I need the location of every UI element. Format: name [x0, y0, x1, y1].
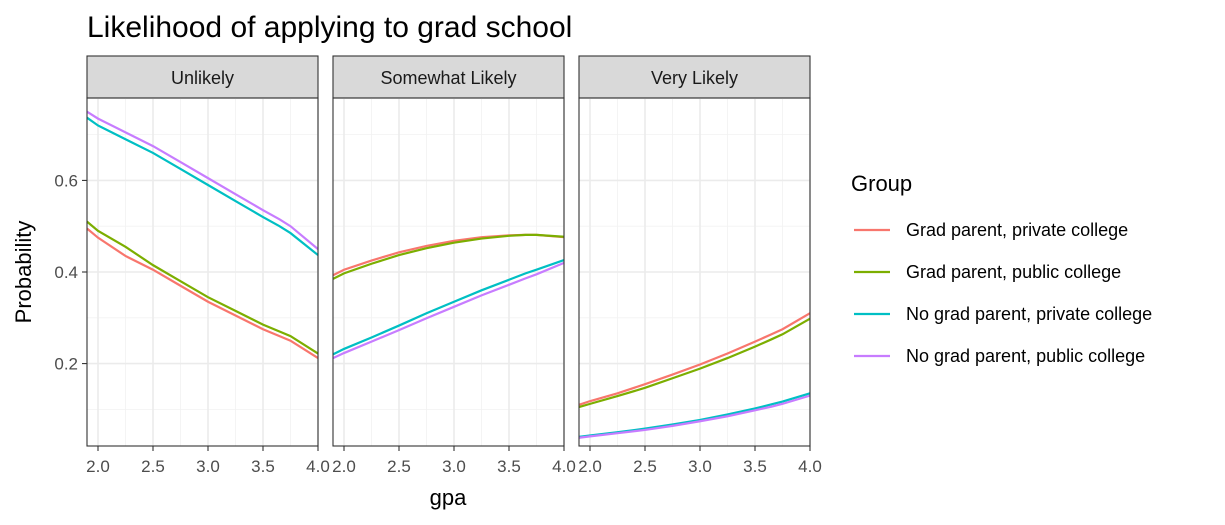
legend-title: Group: [851, 171, 912, 196]
facet-panel: Somewhat Likely 2.0 2.5 3.0 3.5 4.0: [332, 55, 576, 476]
y-tick-label: 0.2: [54, 355, 78, 374]
x-tick-label: 2.0: [332, 457, 356, 476]
facet-strip-label: Somewhat Likely: [380, 68, 516, 88]
x-axis-title: gpa: [430, 485, 467, 510]
facet-panels: Unlikely 2.0 2.5 3.0 3.5 4.0 0.2 0.4 0.6 Somewhat…: [54, 55, 822, 476]
legend-label: Grad parent, public college: [906, 262, 1121, 282]
series-line: [86, 116, 319, 256]
series-line: [86, 110, 319, 250]
x-tick-label: 4.0: [306, 457, 330, 476]
series-line: [578, 317, 811, 409]
legend: Group Grad parent, private college Grad p…: [851, 171, 1152, 366]
chart-title: Likelihood of applying to grad school: [87, 11, 572, 44]
panel-border: [578, 97, 811, 447]
y-axis-title: Probability: [11, 221, 36, 324]
legend-item: No grad parent, private college: [854, 304, 1152, 324]
legend-label: No grad parent, private college: [906, 304, 1152, 324]
series-line: [332, 261, 565, 360]
facet-strip: [332, 55, 565, 99]
legend-item: No grad parent, public college: [854, 346, 1145, 366]
y-tick-label: 0.4: [54, 263, 78, 282]
legend-item: Grad parent, public college: [854, 262, 1121, 282]
legend-label: Grad parent, private college: [906, 220, 1128, 240]
facet-panel: Very Likely 2.0 2.5 3.0 3.5 4.0: [578, 55, 822, 476]
y-tick-label: 0.6: [54, 171, 78, 190]
facet-strip: [86, 55, 319, 99]
x-tick-label: 2.0: [578, 457, 602, 476]
legend-label: No grad parent, public college: [906, 346, 1145, 366]
x-tick-label: 3.5: [497, 457, 521, 476]
series-line: [578, 312, 811, 406]
series-line: [86, 227, 319, 360]
panel-border: [332, 97, 565, 447]
facet-strip-label: Unlikely: [171, 68, 234, 88]
x-tick-label: 2.5: [633, 457, 657, 476]
x-tick-label: 4.0: [552, 457, 576, 476]
legend-item: Grad parent, private college: [854, 220, 1128, 240]
series-line: [332, 259, 565, 356]
x-tick-label: 2.5: [141, 457, 165, 476]
x-tick-label: 2.5: [387, 457, 411, 476]
series-line: [86, 220, 319, 355]
x-tick-label: 4.0: [798, 457, 822, 476]
facet-panel: Unlikely 2.0 2.5 3.0 3.5 4.0 0.2 0.4 0.6: [54, 55, 330, 476]
series-line: [578, 394, 811, 439]
series-line: [332, 233, 565, 277]
series-line: [578, 392, 811, 438]
facet-strip-label: Very Likely: [651, 68, 738, 88]
x-tick-label: 3.0: [442, 457, 466, 476]
x-tick-label: 3.0: [688, 457, 712, 476]
x-tick-label: 3.0: [196, 457, 220, 476]
x-tick-label: 3.5: [743, 457, 767, 476]
x-tick-label: 2.0: [86, 457, 110, 476]
x-tick-label: 3.5: [251, 457, 275, 476]
series-line: [332, 233, 565, 280]
facet-strip: [578, 55, 811, 99]
